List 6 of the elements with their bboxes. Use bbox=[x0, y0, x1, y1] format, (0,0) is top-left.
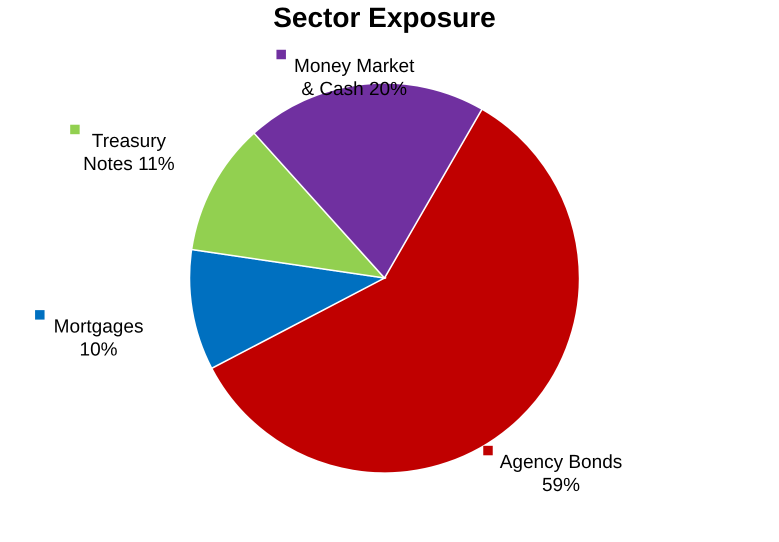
legend-label: Mortgages bbox=[54, 316, 144, 338]
chart-title: Sector Exposure bbox=[273, 2, 496, 33]
data-label: 59% bbox=[542, 475, 580, 496]
legend-label: Treasury Notes 11% bbox=[83, 130, 175, 175]
data-label: 10% bbox=[80, 339, 118, 360]
legend-label: Agency Bonds bbox=[500, 452, 622, 474]
